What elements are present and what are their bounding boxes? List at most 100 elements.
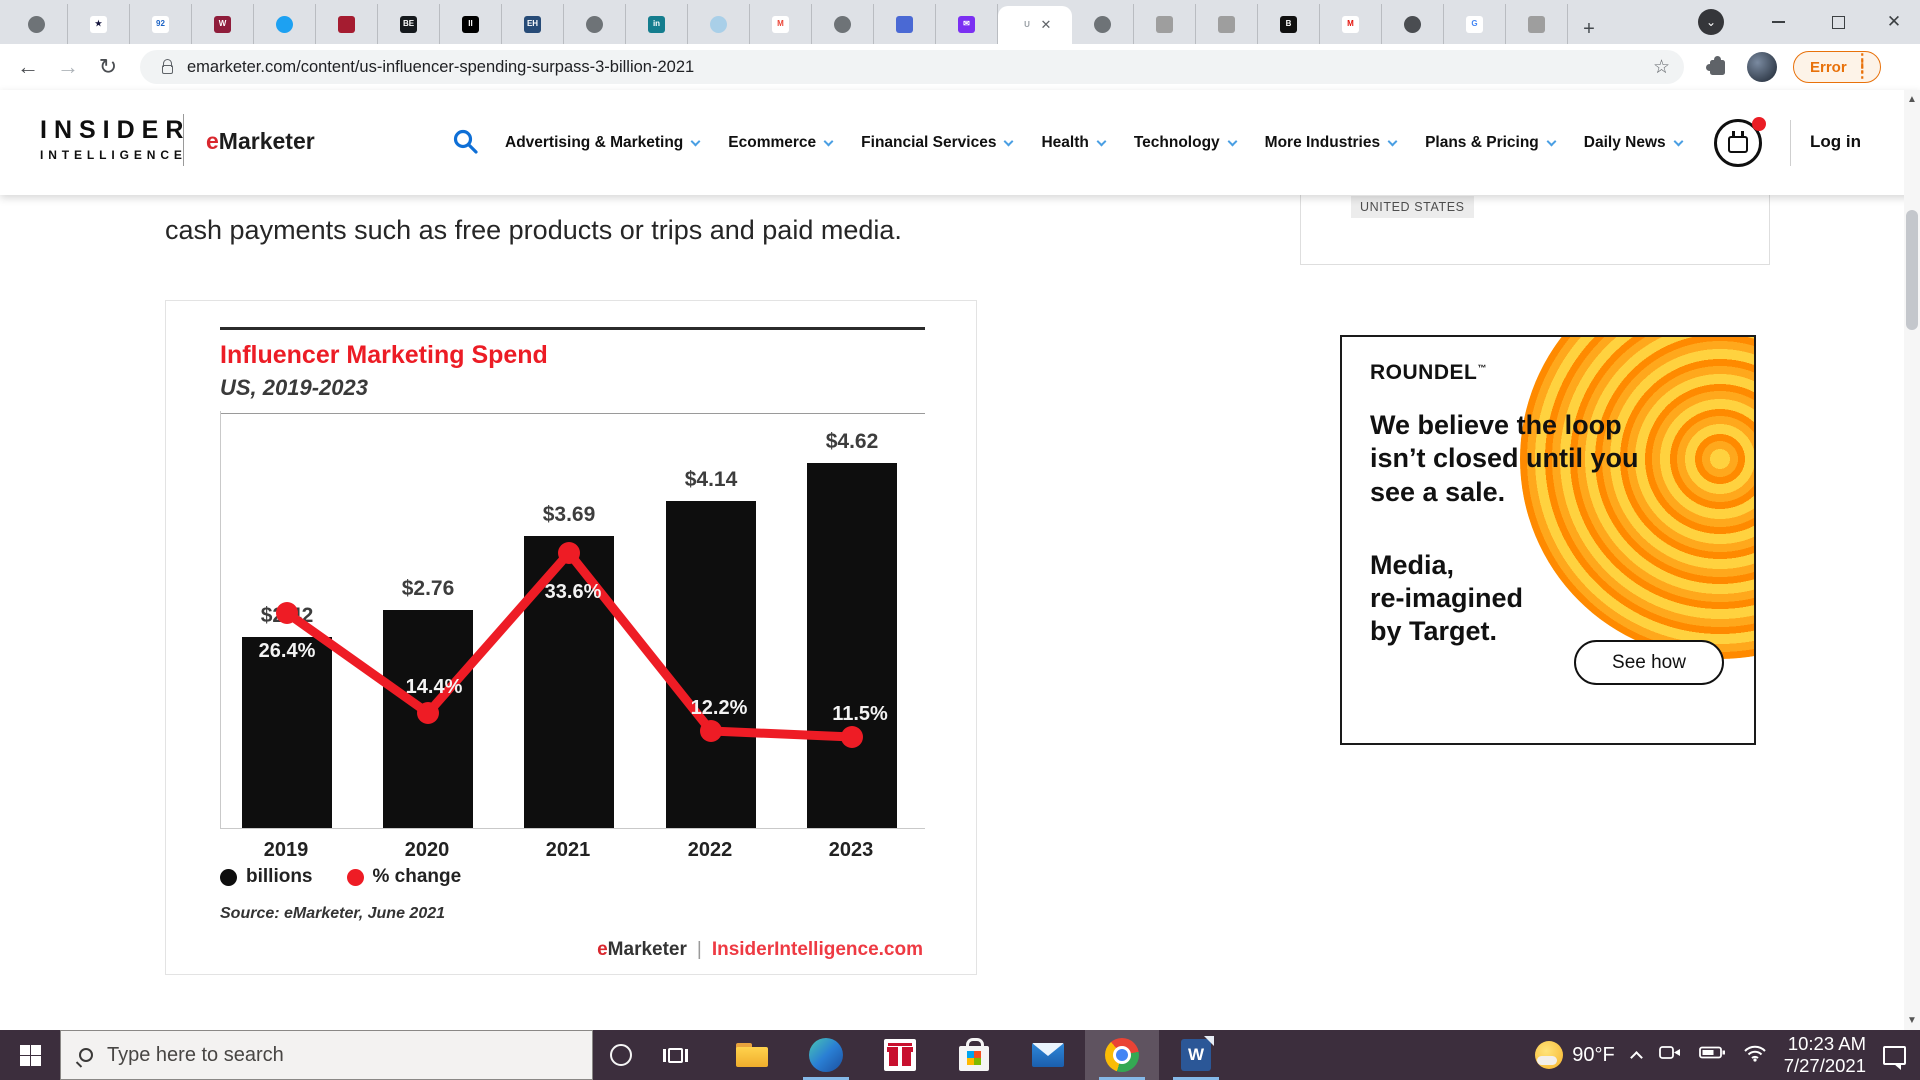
portrait-favicon <box>1156 15 1173 33</box>
who-favicon <box>710 15 727 33</box>
weather-widget[interactable]: 90°F <box>1535 1041 1615 1069</box>
meet-now-icon[interactable] <box>1658 1044 1682 1066</box>
legend-billions: billions <box>220 866 313 888</box>
padlock-icon[interactable] <box>162 58 173 74</box>
search-icon[interactable] <box>452 128 479 160</box>
chart-subtitle: US, 2019-2023 <box>220 375 368 400</box>
tab-search-icon[interactable]: ⌄ <box>1698 9 1724 35</box>
twitter-tab[interactable] <box>254 4 316 44</box>
url-text[interactable]: emarketer.com/content/us-influencer-spen… <box>187 57 695 76</box>
doc-tab[interactable] <box>874 4 936 44</box>
globe-tab[interactable] <box>812 4 874 44</box>
file-explorer-icon[interactable] <box>715 1030 789 1080</box>
scrollbar-thumb[interactable] <box>1906 210 1918 330</box>
bloomberg-tab[interactable]: B <box>1258 4 1320 44</box>
wifi-icon[interactable] <box>1743 1044 1767 1067</box>
pct-change-label: 26.4% <box>258 640 316 662</box>
globe-tab[interactable] <box>6 4 68 44</box>
insider-intelligence-logo[interactable]: INSIDER INTELLIGENCE <box>40 116 191 162</box>
nav-plans-pricing[interactable]: Plans & Pricing <box>1425 134 1557 152</box>
bookmark-star-icon[interactable]: ☆ <box>1652 56 1670 78</box>
who-tab[interactable] <box>688 4 750 44</box>
x-axis-label: 2023 <box>828 839 874 861</box>
emarketer-logo[interactable]: eMarketer <box>206 128 315 154</box>
m-tab[interactable]: M <box>1320 4 1382 44</box>
globe-tab[interactable] <box>564 4 626 44</box>
ny92-tab[interactable]: 92 <box>130 4 192 44</box>
bloomberg-favicon: B <box>1280 15 1297 33</box>
word-icon[interactable] <box>1159 1030 1233 1080</box>
ad-cta-button[interactable]: See how <box>1574 640 1724 685</box>
profile-avatar[interactable] <box>1747 52 1777 82</box>
nav-technology[interactable]: Technology <box>1134 134 1238 152</box>
weather-icon <box>1535 1041 1564 1069</box>
scroll-down-icon[interactable]: ▼ <box>1907 1015 1917 1026</box>
header-divider-2 <box>1790 120 1791 166</box>
active-tab[interactable]: U ✕ <box>998 6 1072 44</box>
page-scrollbar[interactable]: ▲ ▼ <box>1904 90 1920 1030</box>
new-tab-button[interactable]: + <box>1583 17 1595 40</box>
nav-advertising-marketing[interactable]: Advertising & Marketing <box>505 134 701 152</box>
scroll-up-icon[interactable]: ▲ <box>1907 94 1917 105</box>
back-icon[interactable]: ← <box>17 54 39 79</box>
microsoft-store-icon[interactable] <box>937 1030 1011 1080</box>
login-link[interactable]: Log in <box>1810 132 1861 151</box>
insider-intelligence-link[interactable]: InsiderIntelligence.com <box>711 939 923 960</box>
bar-2019 <box>242 637 332 828</box>
globe-tab[interactable] <box>1072 4 1134 44</box>
bar-value-label: $3.69 <box>542 503 596 526</box>
gift-icon[interactable] <box>863 1030 937 1080</box>
search-placeholder: Type here to search <box>107 1043 284 1066</box>
taskbar-search-input[interactable]: Type here to search <box>60 1030 593 1080</box>
edge-icon[interactable] <box>789 1030 863 1080</box>
eh-tab[interactable]: EH <box>502 4 564 44</box>
nav-ecommerce[interactable]: Ecommerce <box>728 134 834 152</box>
ii-tab[interactable]: II <box>440 4 502 44</box>
portrait-tab[interactable] <box>1134 4 1196 44</box>
portrait-favicon <box>1528 15 1545 33</box>
menu-dots-icon[interactable]: ⋮ ⋮ ⋮ <box>1854 50 1870 82</box>
forward-icon[interactable]: → <box>57 54 79 79</box>
google-tab[interactable]: G <box>1444 4 1506 44</box>
portrait-tab[interactable] <box>1196 4 1258 44</box>
window-close-button[interactable]: ✕ <box>1886 12 1902 31</box>
clock[interactable]: 10:23 AM 7/27/2021 <box>1784 1033 1866 1077</box>
action-center-icon[interactable] <box>1883 1045 1906 1070</box>
chart-source: Source: eMarketer, June 2021 <box>220 905 446 922</box>
events-calendar-icon[interactable] <box>1714 117 1766 169</box>
cortana-button[interactable] <box>593 1030 649 1080</box>
start-button[interactable] <box>0 1030 60 1080</box>
wapo-tab[interactable]: W <box>192 4 254 44</box>
region-tag[interactable]: UNITED STATES <box>1351 196 1474 218</box>
nav-daily-news[interactable]: Daily News <box>1584 134 1684 152</box>
battery-icon[interactable] <box>1698 1045 1726 1065</box>
portrait-tab[interactable] <box>1506 4 1568 44</box>
window-minimize-button[interactable] <box>1752 0 1804 44</box>
tray-expand-icon[interactable] <box>1629 1050 1643 1064</box>
window-restore-button[interactable] <box>1812 0 1864 44</box>
stars-tab[interactable]: ★ <box>68 4 130 44</box>
harvard-tab[interactable] <box>316 4 378 44</box>
gmail-favicon: M <box>772 15 789 33</box>
swirl-tab[interactable] <box>1382 4 1444 44</box>
pct-change-line <box>276 542 863 748</box>
task-view-button[interactable] <box>649 1030 701 1080</box>
mail-icon[interactable] <box>1011 1030 1085 1080</box>
be-tab[interactable]: BE <box>378 4 440 44</box>
browser-error-button[interactable]: Error ⋮ ⋮ ⋮ <box>1793 51 1881 83</box>
roundel-ad[interactable]: ROUNDEL™ We believe the loop isn’t closed… <box>1340 335 1756 745</box>
reload-icon[interactable]: ↻ <box>98 54 118 79</box>
chrome-icon[interactable] <box>1085 1030 1159 1080</box>
invest-tab[interactable]: in <box>626 4 688 44</box>
envelope-tab[interactable]: ✉ <box>936 4 998 44</box>
nav-financial-services[interactable]: Financial Services <box>861 134 1014 152</box>
nav-more-industries[interactable]: More Industries <box>1265 134 1398 152</box>
gmail-tab[interactable]: M <box>750 4 812 44</box>
extensions-icon[interactable] <box>1706 55 1725 75</box>
address-bar[interactable]: emarketer.com/content/us-influencer-spen… <box>140 50 1684 84</box>
browser-toolbar: ← → ↻ emarketer.com/content/us-influence… <box>0 44 1920 90</box>
twitter-favicon <box>276 15 293 33</box>
nav-health[interactable]: Health <box>1041 134 1107 152</box>
tab-close-icon[interactable]: ✕ <box>1040 17 1052 32</box>
site-header: INSIDER INTELLIGENCE eMarketer Advertisi… <box>0 90 1920 195</box>
